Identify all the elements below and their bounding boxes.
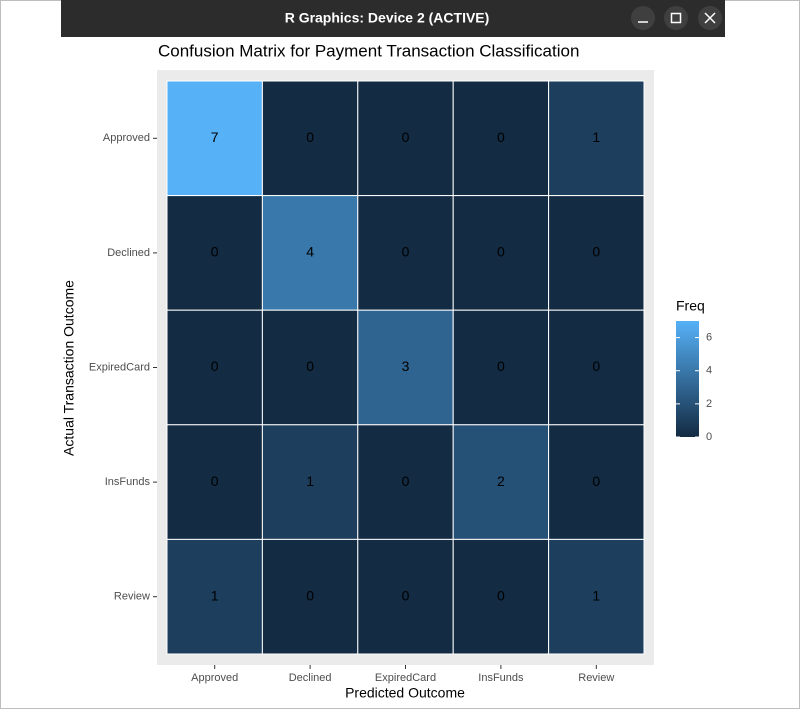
heat-tile <box>452 195 550 311</box>
colorbar <box>676 321 699 437</box>
cell-label: 4 <box>306 244 314 260</box>
cell-label: 3 <box>402 358 410 374</box>
maximize-button[interactable] <box>664 6 688 30</box>
cell-label: 0 <box>497 358 505 374</box>
heat-tile <box>357 195 454 311</box>
colorbar-tick-label: 4 <box>706 365 712 377</box>
heat-tile <box>166 424 263 540</box>
cell-label: 0 <box>592 473 600 489</box>
y-tick-label: Review <box>114 591 150 603</box>
cell-label: 0 <box>592 358 600 374</box>
cell-label: 0 <box>211 244 219 260</box>
heat-tile <box>166 309 263 426</box>
cell-label: 0 <box>306 129 314 145</box>
cell-label: 0 <box>497 587 505 603</box>
heat-tile <box>548 195 645 311</box>
colorbar-tick-label: 2 <box>706 398 712 410</box>
heat-tile <box>166 538 263 655</box>
x-tick-label: Approved <box>191 672 238 684</box>
cell-label: 1 <box>211 587 219 603</box>
cell-label: 2 <box>497 473 505 489</box>
cell-label: 0 <box>402 473 410 489</box>
cell-label: 1 <box>592 587 600 603</box>
heat-tile <box>548 80 645 197</box>
cell-label: 0 <box>592 244 600 260</box>
heat-tile <box>261 309 359 426</box>
cell-label: 7 <box>211 129 219 145</box>
close-button[interactable] <box>698 6 722 30</box>
x-tick-label: ExpiredCard <box>375 672 436 684</box>
heat-tile <box>261 80 359 197</box>
y-axis-title: Actual Transaction Outcome <box>61 280 77 456</box>
heat-tile <box>452 538 550 655</box>
window-title: R Graphics: Device 2 (ACTIVE) <box>285 10 490 26</box>
cell-label: 0 <box>211 473 219 489</box>
heat-tile <box>261 195 359 311</box>
cell-label: 0 <box>306 587 314 603</box>
colorbar-tick-label: 0 <box>706 431 712 443</box>
heat-tile <box>357 424 454 540</box>
y-tick-label: Approved <box>103 132 150 144</box>
y-tick-label: InsFunds <box>105 476 151 488</box>
heat-tile <box>548 538 645 655</box>
heat-tile <box>166 195 263 311</box>
cell-label: 0 <box>306 358 314 374</box>
x-tick-label: InsFunds <box>478 672 524 684</box>
heat-tile <box>261 424 359 540</box>
heat-tile <box>452 80 550 197</box>
heat-tile <box>452 309 550 426</box>
cell-label: 0 <box>402 244 410 260</box>
chart-title: Confusion Matrix for Payment Transaction… <box>158 41 579 60</box>
title-bar <box>61 0 725 37</box>
y-tick-label: Declined <box>107 247 150 259</box>
heat-tile <box>261 538 359 655</box>
cell-label: 0 <box>211 358 219 374</box>
cell-label: 0 <box>402 129 410 145</box>
heat-tile <box>452 424 550 540</box>
cell-label: 0 <box>497 244 505 260</box>
x-tick-label: Declined <box>289 672 332 684</box>
cell-label: 1 <box>306 473 314 489</box>
heat-tile <box>357 309 454 426</box>
cell-label: 1 <box>592 129 600 145</box>
x-tick-label: Review <box>578 672 614 684</box>
heat-tile <box>548 309 645 426</box>
heat-tile <box>166 80 263 197</box>
legend-title: Freq <box>676 298 705 314</box>
heat-tile <box>548 424 645 540</box>
colorbar-tick-label: 6 <box>706 331 712 343</box>
x-axis-title: Predicted Outcome <box>345 685 465 701</box>
cell-label: 0 <box>402 587 410 603</box>
cell-label: 0 <box>497 129 505 145</box>
y-tick-label: ExpiredCard <box>89 361 150 373</box>
minimize-button[interactable] <box>631 6 655 30</box>
